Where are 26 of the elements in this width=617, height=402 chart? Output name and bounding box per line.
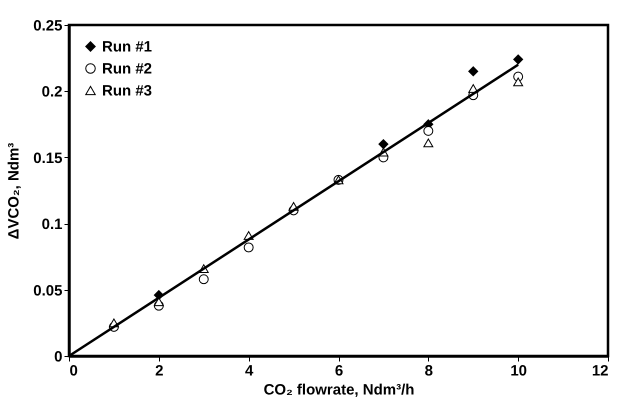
y-tick-label: 0.05: [33, 282, 62, 300]
point: [513, 78, 524, 86]
x-tick-label: 8: [424, 362, 434, 380]
y-tick-label: 0.1: [42, 216, 62, 234]
y-tick-label: 0: [54, 348, 62, 366]
y-tick-label: 0.15: [33, 150, 62, 167]
x-tick-label: 6: [334, 362, 344, 380]
legend-label: Run #3: [102, 82, 152, 100]
point: [513, 54, 524, 64]
y-tick-label: 0.2: [42, 84, 62, 101]
point: [198, 274, 209, 284]
legend-label: Run #2: [102, 60, 152, 78]
x-tick-label: 10: [510, 362, 528, 380]
x-tick-label: 4: [244, 362, 254, 380]
x-tick-label: 0: [70, 362, 78, 380]
point: [423, 138, 434, 148]
y-tick-label: 0.25: [33, 18, 62, 34]
y-axis-title: ΔVCO₂, Ndm³: [5, 142, 22, 240]
legend-label: Run #1: [102, 38, 152, 56]
point: [244, 242, 254, 252]
x-axis-title: CO₂ flowrate, Ndm³/h: [264, 382, 414, 398]
point: [468, 66, 478, 76]
x-tick-label: 12: [592, 362, 608, 380]
point: [378, 139, 388, 150]
x-tick-label: 2: [155, 362, 164, 380]
point: [423, 126, 434, 136]
